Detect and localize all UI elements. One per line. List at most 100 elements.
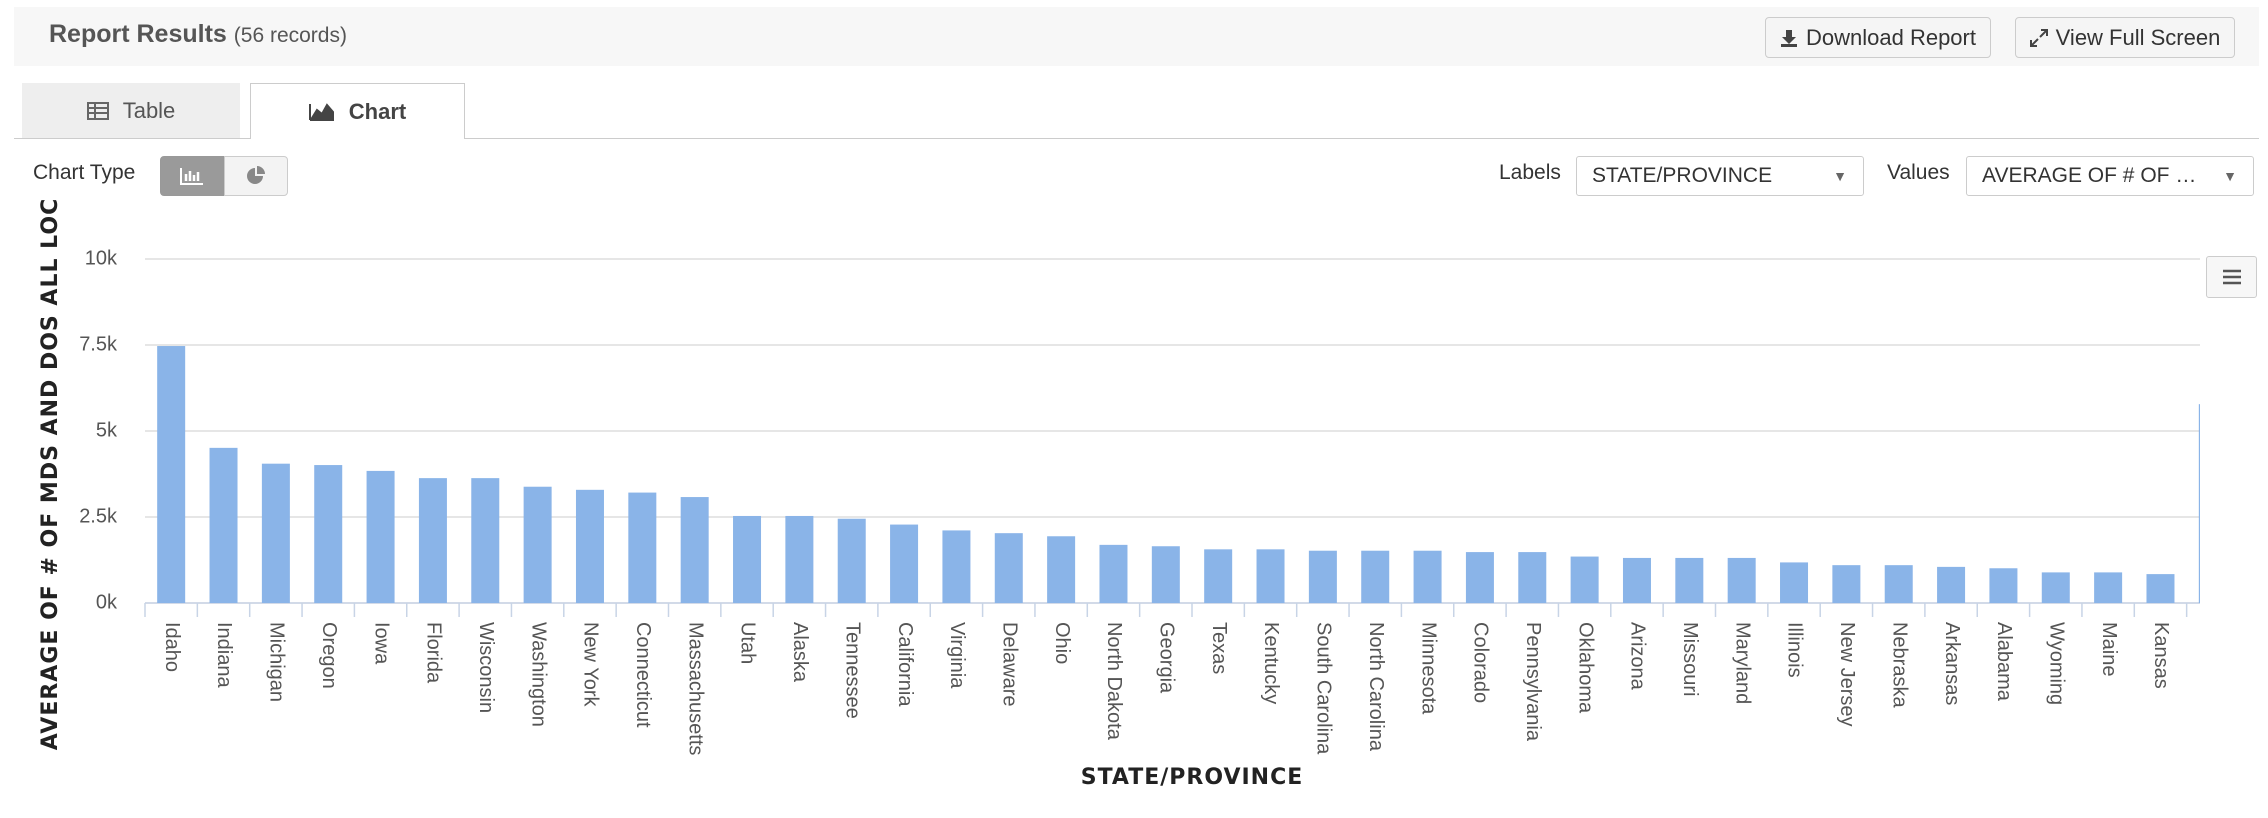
bar bbox=[1518, 552, 1547, 603]
x-tick-label: Maine bbox=[2098, 622, 2120, 676]
x-tick-label: Arkansas bbox=[1941, 622, 1963, 705]
pie-type-button[interactable] bbox=[224, 156, 288, 196]
bar bbox=[1099, 544, 1128, 603]
pie-icon bbox=[247, 166, 265, 184]
x-tick-label: Washington bbox=[527, 622, 549, 727]
bar bbox=[680, 497, 709, 603]
bar bbox=[1884, 565, 1913, 603]
x-tick-label: Idaho bbox=[161, 622, 183, 672]
bar bbox=[890, 524, 919, 603]
bar bbox=[314, 465, 343, 603]
bar bbox=[1361, 550, 1390, 603]
x-tick-label: Tennessee bbox=[841, 622, 863, 719]
fullscreen-button[interactable]: View Full Screen bbox=[2015, 17, 2235, 58]
area-icon bbox=[308, 102, 334, 121]
x-tick-label: Indiana bbox=[213, 622, 235, 688]
x-tick-label: Arizona bbox=[1627, 622, 1649, 691]
x-axis-title: STATE/PROVINCE bbox=[1081, 765, 1304, 790]
chart-type-label: Chart Type bbox=[33, 161, 136, 184]
bar bbox=[1832, 565, 1861, 603]
x-tick-label: California bbox=[894, 622, 916, 707]
bar bbox=[1256, 549, 1285, 603]
tab-line bbox=[14, 138, 2259, 139]
x-tick-label: Oregon bbox=[318, 622, 340, 689]
x-tick-label: Utah bbox=[737, 622, 759, 664]
tab-label: Table bbox=[122, 97, 176, 123]
bar bbox=[575, 489, 604, 603]
bar bbox=[209, 447, 238, 603]
bar bbox=[1047, 536, 1076, 603]
x-tick-label: Colorado bbox=[1470, 622, 1492, 703]
values-label: Values bbox=[1887, 161, 1950, 184]
bar bbox=[1204, 549, 1233, 603]
x-tick-label: Connecticut bbox=[632, 622, 654, 728]
bar bbox=[1727, 557, 1756, 603]
dropdown-arrow: ▼ bbox=[2223, 168, 2237, 184]
record-count: (56 records) bbox=[233, 24, 347, 47]
x-tick-label: Wisconsin bbox=[475, 622, 497, 713]
table-tab[interactable]: Table bbox=[22, 83, 240, 138]
bar bbox=[942, 530, 971, 603]
y-tick-label: 2.5k bbox=[79, 505, 118, 527]
bar bbox=[1413, 550, 1442, 603]
bar bbox=[2198, 404, 2200, 603]
x-tick-label: New Jersey bbox=[1836, 622, 1858, 726]
x-tick-label: Alaska bbox=[789, 622, 811, 683]
x-tick-label: Illinois bbox=[1784, 622, 1806, 678]
x-tick-label: Georgia bbox=[1156, 622, 1178, 694]
x-tick-label: Missouri bbox=[1679, 622, 1701, 696]
bar bbox=[471, 478, 500, 603]
bar bbox=[1151, 546, 1180, 603]
x-tick-label: Massachusetts bbox=[684, 622, 706, 755]
x-tick-label: Minnesota bbox=[1417, 622, 1439, 715]
x-tick-label: Alabama bbox=[1993, 622, 2015, 702]
bar bbox=[157, 346, 186, 603]
table-icon bbox=[86, 101, 109, 120]
bar bbox=[523, 486, 552, 603]
bar bbox=[2041, 572, 2070, 603]
bar bbox=[1570, 556, 1599, 603]
bar bbox=[261, 463, 290, 603]
values-select[interactable]: AVERAGE OF # OF … ▼ bbox=[1966, 156, 2254, 196]
menu-icon bbox=[2222, 269, 2241, 285]
bar bbox=[366, 470, 395, 603]
y-tick-label: 10k bbox=[85, 247, 118, 269]
bar bbox=[418, 478, 447, 603]
bar bbox=[1465, 552, 1494, 603]
bar bbox=[1622, 557, 1651, 603]
x-tick-label: North Dakota bbox=[1103, 622, 1125, 741]
bar bbox=[994, 533, 1023, 603]
x-tick-label: South Carolina bbox=[1313, 622, 1335, 755]
y-tick-label: 0k bbox=[96, 591, 118, 613]
y-axis-title: AVERAGE OF # OF MDS AND DOS ALL LOC bbox=[38, 198, 63, 750]
title-text: Report Results bbox=[49, 20, 227, 48]
x-tick-label: North Carolina bbox=[1365, 622, 1387, 752]
bar bbox=[733, 515, 762, 603]
x-tick-label: Pennsylvania bbox=[1522, 622, 1544, 742]
fullscreen-label: View Full Screen bbox=[2055, 24, 2221, 50]
bar bbox=[1989, 568, 2018, 603]
dropdown-arrow: ▼ bbox=[1833, 168, 1847, 184]
chart-menu-button[interactable] bbox=[2206, 256, 2257, 298]
download-button[interactable]: Download Report bbox=[1765, 17, 1991, 58]
x-tick-label: Iowa bbox=[370, 622, 392, 665]
x-tick-label: Texas bbox=[1208, 622, 1230, 674]
x-tick-label: Delaware bbox=[998, 622, 1020, 706]
x-tick-label: Florida bbox=[423, 622, 445, 684]
bar bbox=[1308, 550, 1337, 603]
labels-label: Labels bbox=[1499, 161, 1561, 184]
x-tick-label: Ohio bbox=[1051, 622, 1073, 664]
bar bbox=[2094, 572, 2123, 603]
chart-tab[interactable]: Chart bbox=[250, 83, 465, 139]
x-tick-label: Michigan bbox=[266, 622, 288, 702]
bar-type-button[interactable] bbox=[160, 156, 224, 196]
download-icon bbox=[1781, 29, 1797, 47]
labels-select[interactable]: STATE/PROVINCE ▼ bbox=[1576, 156, 1864, 196]
labels-value: STATE/PROVINCE bbox=[1592, 164, 1773, 187]
y-tick-label: 5k bbox=[96, 419, 118, 441]
report-title: Report Results (56 records) bbox=[49, 20, 347, 49]
bar bbox=[2146, 574, 2175, 603]
x-tick-label: Nebraska bbox=[1888, 622, 1910, 708]
bar bbox=[1937, 566, 1966, 603]
